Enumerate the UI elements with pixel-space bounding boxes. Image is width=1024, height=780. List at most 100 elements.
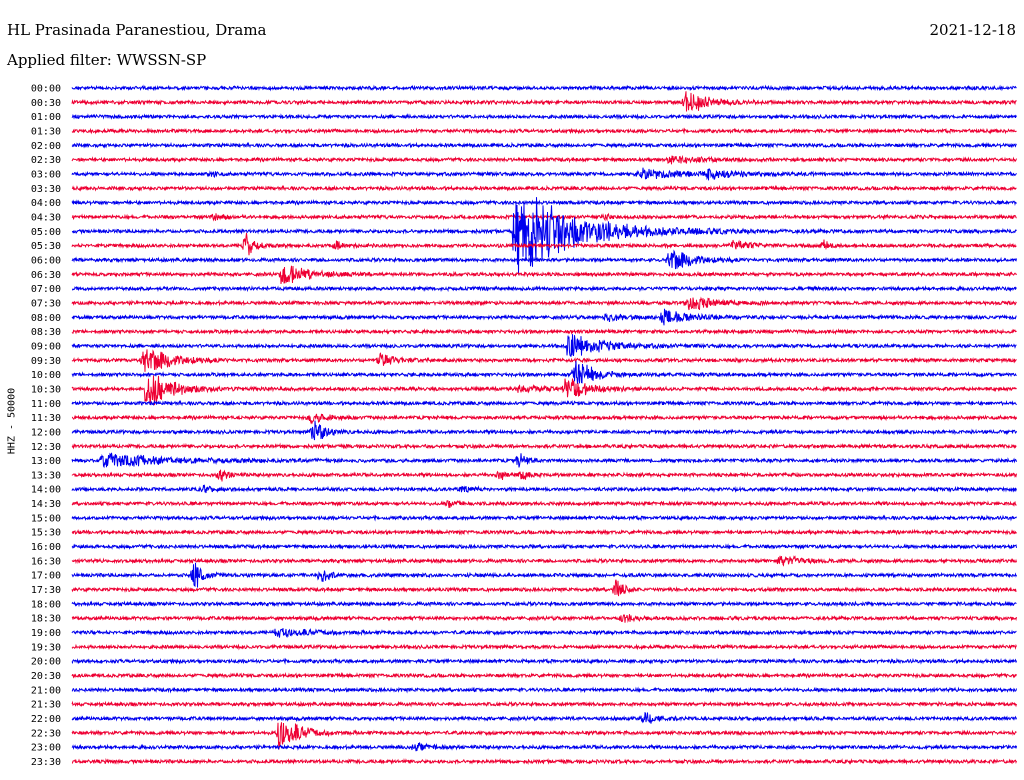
tick-label: 02:00 [31, 141, 61, 152]
trace-line [71, 452, 1017, 469]
tick-label: 15:30 [31, 528, 61, 539]
tick-label: 07:00 [31, 284, 61, 295]
tick-label: 17:00 [31, 571, 61, 582]
trace-line [71, 469, 1017, 482]
tick-label: 14:30 [31, 499, 61, 510]
tick-label: 19:00 [31, 628, 61, 639]
tick-label: 00:00 [31, 84, 61, 95]
trace-line [71, 91, 1017, 112]
tick-label: 22:00 [31, 714, 61, 725]
tick-label: 08:30 [31, 327, 61, 338]
trace-line [71, 671, 1017, 679]
trace-line [71, 514, 1017, 522]
tick-label: 12:00 [31, 427, 61, 438]
tick-label: 01:00 [31, 112, 61, 123]
tick-label: 09:00 [31, 341, 61, 352]
trace-line [71, 613, 1017, 623]
trace-line [71, 484, 1017, 494]
trace-line [71, 643, 1017, 651]
tick-label: 22:30 [31, 728, 61, 739]
trace-line [71, 420, 1017, 441]
trace-line [71, 442, 1017, 450]
trace-line [71, 84, 1017, 92]
tick-label: 16:00 [31, 542, 61, 553]
trace-line [71, 184, 1017, 192]
trace-line [71, 308, 1017, 326]
tick-label: 00:30 [31, 98, 61, 109]
tick-label: 18:30 [31, 614, 61, 625]
trace-line [71, 375, 1017, 406]
tick-label: 13:30 [31, 470, 61, 481]
filter-label: Applied filter: WWSSN-SP [7, 51, 207, 69]
trace-line [71, 562, 1017, 588]
trace-line [71, 543, 1017, 551]
date-label: 2021-12-18 [929, 21, 1016, 39]
tick-label: 02:30 [31, 155, 61, 166]
tick-label: 03:00 [31, 169, 61, 180]
tick-label: 06:30 [31, 270, 61, 281]
tick-label: 19:30 [31, 642, 61, 653]
tick-label: 12:30 [31, 442, 61, 453]
tick-label: 16:30 [31, 556, 61, 567]
trace-line [71, 167, 1017, 181]
trace-line [72, 285, 1017, 293]
trace-line [71, 627, 1017, 638]
tick-label: 18:00 [31, 599, 61, 610]
trace-line [71, 757, 1017, 766]
tick-label: 05:00 [31, 227, 61, 238]
tick-label: 08:00 [31, 313, 61, 324]
trace-line [71, 700, 1017, 708]
tick-label: 15:00 [31, 513, 61, 524]
trace-line [71, 528, 1017, 536]
trace-line [71, 555, 1017, 567]
tick-label: 20:00 [31, 657, 61, 668]
trace-line [71, 579, 1017, 597]
tick-label: 21:00 [31, 685, 61, 696]
tick-label: 09:30 [31, 356, 61, 367]
trace-line [71, 296, 1017, 311]
tick-label: 10:30 [31, 384, 61, 395]
tick-label: 06:00 [31, 255, 61, 266]
trace-line [71, 349, 1017, 372]
trace-line [71, 742, 1017, 752]
tick-label: 20:30 [31, 671, 61, 682]
tick-label: 11:30 [31, 413, 61, 424]
tick-label: 01:30 [31, 126, 61, 137]
tick-label: 11:00 [31, 399, 61, 410]
trace-line [71, 361, 1017, 385]
tick-label: 14:00 [31, 485, 61, 496]
trace-line [71, 141, 1017, 149]
trace-line [71, 197, 1017, 275]
trace-line [71, 249, 1017, 270]
trace-line [71, 686, 1017, 694]
trace-line [71, 334, 1017, 357]
trace-line [71, 127, 1017, 135]
trace-line [71, 265, 1017, 285]
tick-label: 10:00 [31, 370, 61, 381]
tick-label: 21:30 [31, 700, 61, 711]
trace-line [71, 199, 1017, 207]
trace-line [71, 600, 1017, 608]
tick-label: 23:30 [31, 757, 61, 768]
tick-label: 07:30 [31, 298, 61, 309]
trace-line [71, 722, 1017, 750]
trace-line [71, 328, 1017, 336]
tick-label: 13:00 [31, 456, 61, 467]
tick-label: 04:30 [31, 212, 61, 223]
tick-label: 05:30 [31, 241, 61, 252]
trace-line [71, 113, 1017, 121]
trace-line [71, 212, 1017, 222]
tick-label: 17:30 [31, 585, 61, 596]
trace-line [71, 154, 1017, 165]
trace-line [71, 232, 1017, 256]
station-title: HL Prasinada Paranestiou, Drama [7, 21, 267, 39]
trace-line [71, 711, 1017, 724]
trace-line [71, 499, 1017, 508]
trace-line [71, 413, 1017, 425]
tick-label: 23:00 [31, 743, 61, 754]
trace-line [71, 657, 1017, 665]
tick-label: 03:30 [31, 184, 61, 195]
tick-label: 04:00 [31, 198, 61, 209]
trace-line [71, 399, 1017, 407]
